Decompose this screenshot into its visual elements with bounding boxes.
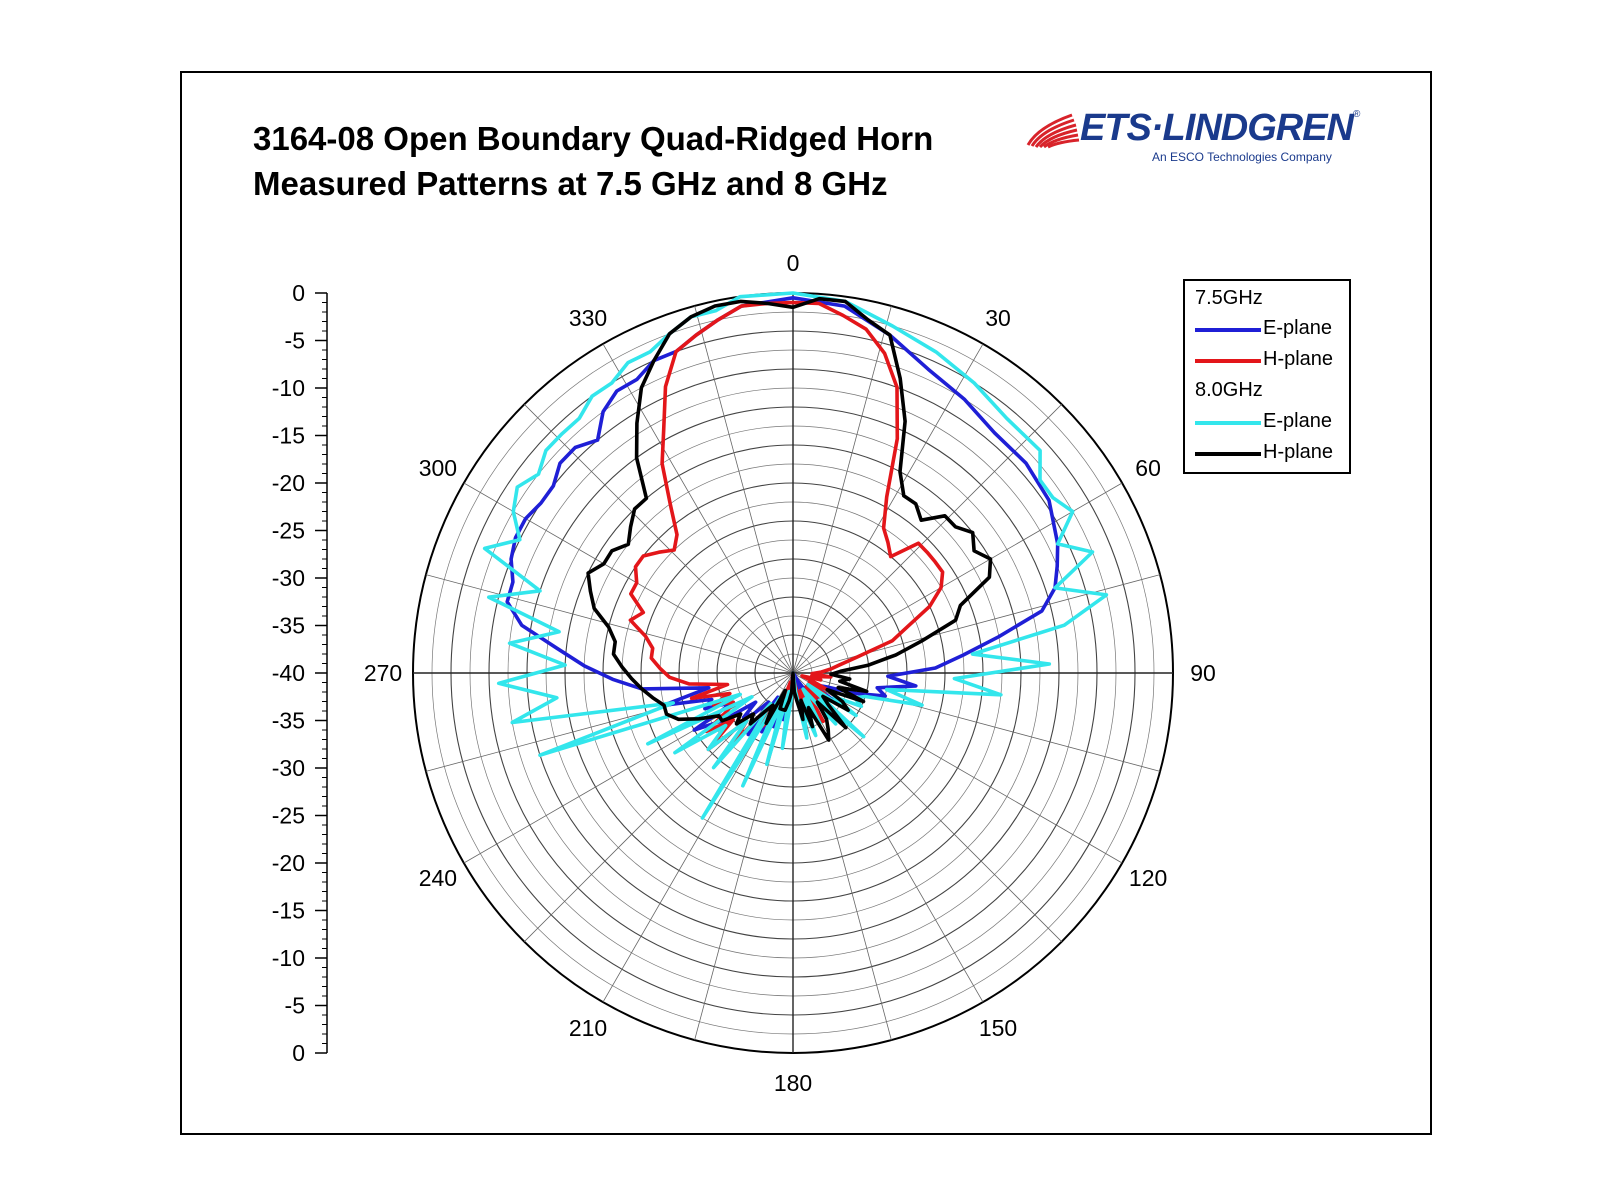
angle-tick-label: 60: [1135, 455, 1161, 481]
angle-tick-label: 120: [1129, 865, 1167, 891]
radial-axis-tick-label: -25: [272, 803, 305, 829]
radial-axis-tick-label: -5: [285, 328, 305, 354]
polar-grid-spoke: [425, 672, 794, 772]
legend-swatch: [1195, 452, 1261, 456]
angle-tick-label: 180: [774, 1070, 812, 1096]
angle-tick-label: 0: [787, 250, 800, 276]
radial-axis-tick-label: -15: [272, 423, 305, 449]
polar-grid-spoke: [792, 404, 1062, 674]
angle-tick-label: 270: [364, 660, 402, 686]
series-line-e-plane-80: [482, 291, 1109, 820]
legend-item-h-plane-8-0ghz: H-plane: [1195, 441, 1345, 465]
legend-group-8-0ghz: 8.0GHz: [1195, 379, 1263, 401]
radial-axis-tick-label: -20: [272, 850, 305, 876]
radial-axis-tick-label: -15: [272, 898, 305, 924]
legend-group-7-5ghz: 7.5GHz: [1195, 287, 1263, 309]
radial-axis-tick-label: -40: [272, 660, 305, 686]
polar-grid-spoke: [425, 574, 794, 674]
polar-grid-spoke: [792, 672, 984, 1003]
legend-label: E-plane: [1263, 410, 1332, 432]
radial-axis-tick-label: -30: [272, 755, 305, 781]
polar-grid-spoke: [792, 305, 892, 674]
legend-label: H-plane: [1263, 441, 1334, 463]
radial-axis-tick-label: -20: [272, 470, 305, 496]
polar-grid-spoke: [602, 343, 794, 674]
angle-tick-label: 330: [569, 305, 607, 331]
legend-label: E-plane: [1263, 317, 1332, 339]
chart-title-line2: Measured Patterns at 7.5 GHz and 8 GHz: [253, 165, 888, 202]
polar-grid-spoke: [524, 404, 794, 674]
legend-item-e-plane-8-0ghz: E-plane: [1195, 410, 1345, 434]
legend-swatch: [1195, 421, 1261, 425]
radial-axis-tick-label: 0: [292, 280, 305, 306]
series-line-h-plane-80: [586, 296, 993, 742]
legend: 7.5GHz E-plane H-plane 8.0GHz E-plane H-…: [1183, 279, 1351, 474]
angle-tick-label: 210: [569, 1015, 607, 1041]
legend-swatch: [1195, 328, 1261, 332]
legend-item-h-plane-7-5ghz: H-plane: [1195, 348, 1345, 372]
angle-tick-label: 150: [979, 1015, 1017, 1041]
legend-swatch: [1195, 359, 1261, 363]
signal-waves-icon: [1026, 113, 1080, 149]
radial-axis-tick-label: -25: [272, 518, 305, 544]
chart-title-line1: 3164-08 Open Boundary Quad-Ridged Horn: [253, 120, 934, 157]
radial-axis-tick-label: 0: [292, 1040, 305, 1066]
radial-axis-tick-label: -35: [272, 708, 305, 734]
series-layer: [482, 291, 1109, 820]
polar-grid-spoke: [792, 672, 892, 1041]
angle-tick-label: 30: [985, 305, 1011, 331]
angle-tick-label: 300: [419, 455, 457, 481]
legend-item-e-plane-7-5ghz: E-plane: [1195, 317, 1345, 341]
radial-axis-tick-label: -5: [285, 993, 305, 1019]
series-line-e-plane-75: [505, 296, 1060, 737]
polar-grid-spoke: [792, 482, 1123, 674]
chart-frame: [180, 71, 1432, 1135]
radial-axis-tick-label: -35: [272, 613, 305, 639]
polar-grid-spoke: [792, 672, 1123, 864]
radial-axis-tick-label: -30: [272, 565, 305, 591]
radial-axis-tick-label: -10: [272, 945, 305, 971]
legend-label: H-plane: [1263, 348, 1334, 370]
angle-tick-label: 90: [1190, 660, 1216, 686]
polar-grid-spoke: [463, 482, 794, 674]
angle-tick-labels: 0 30 60 90 120 150 180 210 240 270 300 330: [364, 250, 1216, 1096]
company-logo: ETS·LINDGREN ® An ESCO Technologies Comp…: [1022, 105, 1362, 175]
logo-tagline: An ESCO Technologies Company: [1152, 150, 1332, 164]
angle-tick-label: 240: [419, 865, 457, 891]
radial-axis: 0 -5 -10 -15 -20 -25 -30 -35 -40 -35 -30 -25 -20 -15 -…: [272, 280, 328, 1066]
radial-axis-tick-label: -10: [272, 375, 305, 401]
registered-mark: ®: [1353, 109, 1361, 120]
polar-grid-spoke: [792, 343, 984, 674]
logo-wordmark: ETS·LINDGREN: [1080, 107, 1354, 149]
polar-grid-spoke: [694, 305, 794, 674]
